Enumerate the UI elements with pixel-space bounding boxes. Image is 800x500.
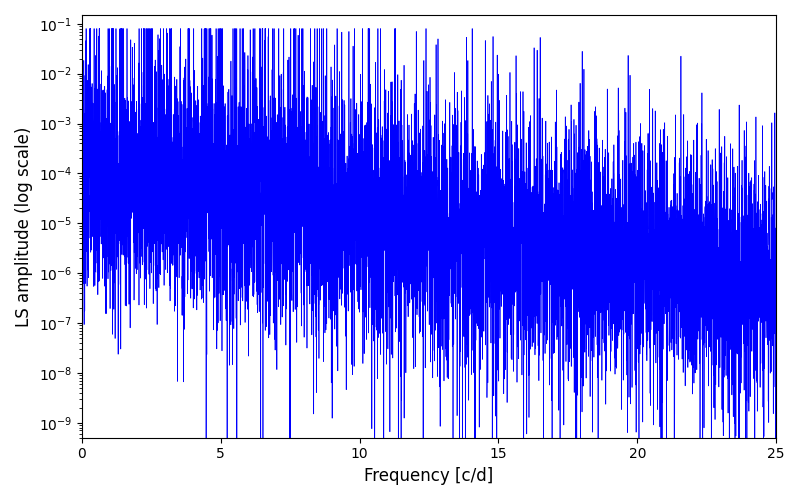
- Y-axis label: LS amplitude (log scale): LS amplitude (log scale): [15, 126, 33, 326]
- X-axis label: Frequency [c/d]: Frequency [c/d]: [364, 467, 494, 485]
